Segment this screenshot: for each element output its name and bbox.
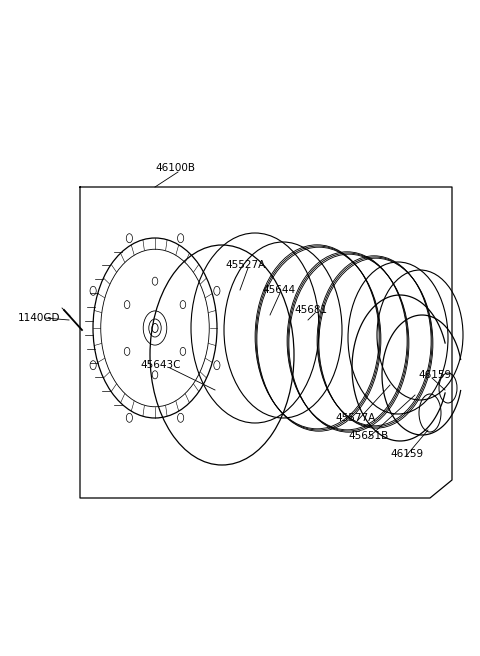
Text: 45643C: 45643C: [140, 360, 180, 370]
Text: 46159: 46159: [418, 370, 451, 380]
Text: 45577A: 45577A: [335, 413, 375, 423]
Text: 45681: 45681: [294, 305, 327, 315]
Text: 1140GD: 1140GD: [18, 313, 60, 323]
Text: 45527A: 45527A: [225, 260, 265, 270]
Text: 46159: 46159: [390, 449, 423, 459]
Text: 45644: 45644: [262, 285, 295, 295]
Text: 45651B: 45651B: [348, 431, 388, 441]
Text: 46100B: 46100B: [155, 163, 195, 173]
